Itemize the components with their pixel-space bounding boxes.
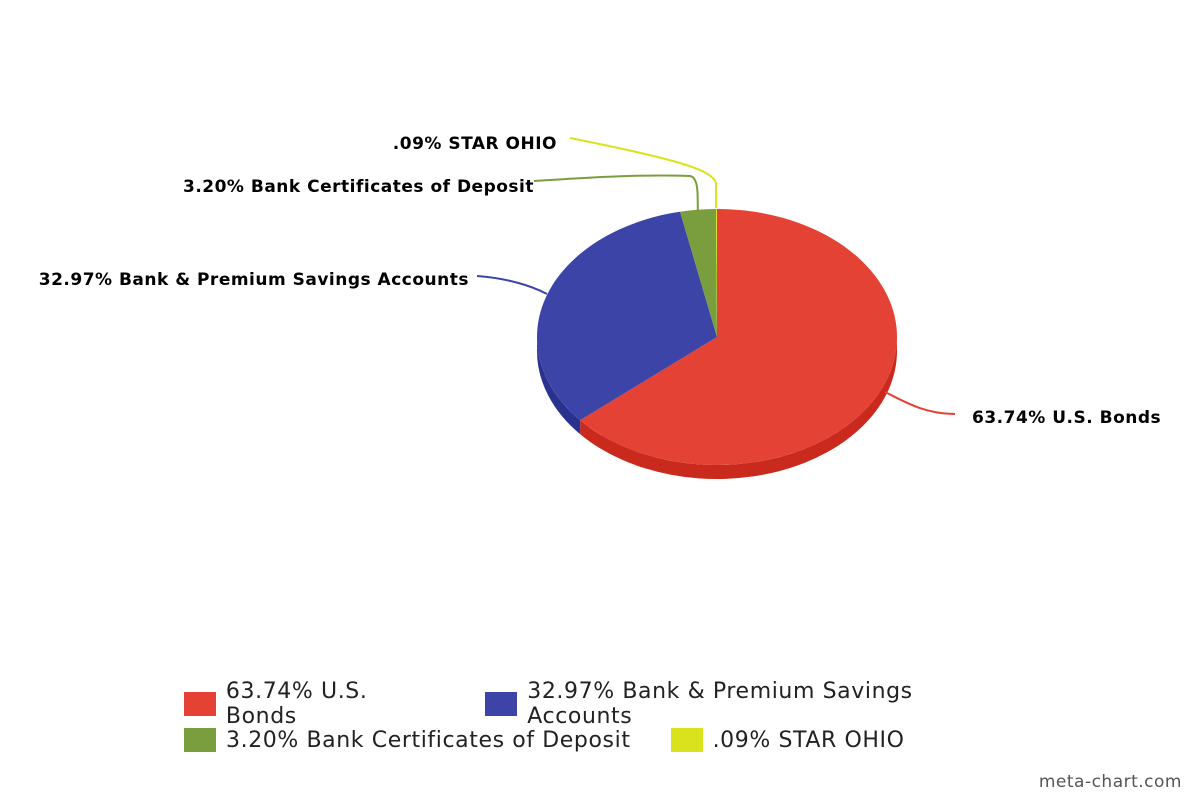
data-label-3: .09% STAR OHIO	[393, 134, 557, 154]
pie-slice-3	[715, 209, 717, 337]
data-label-0: 63.74% U.S. Bonds	[972, 408, 1161, 428]
data-label-1: 32.97% Bank & Premium Savings Accounts	[39, 270, 469, 290]
watermark: meta-chart.com	[1038, 772, 1182, 792]
legend-swatch	[184, 728, 216, 752]
legend-swatch	[184, 692, 216, 716]
legend-item-cds[interactable]: 3.20% Bank Certificates of Deposit	[184, 728, 631, 753]
pie-slice-0	[580, 209, 898, 466]
legend: 63.74% U.S. Bonds 32.97% Bank & Premium …	[184, 679, 1064, 758]
legend-swatch	[670, 728, 703, 752]
legend-label: 32.97% Bank & Premium Savings Accounts	[527, 679, 913, 729]
legend-swatch	[485, 692, 518, 716]
pie-chart: 63.74% U.S. Bonds 32.97% Bank & Premium S…	[39, 134, 1161, 480]
leader-line-3	[569, 137, 717, 208]
pie-sides	[537, 337, 897, 480]
leader-line-1	[476, 275, 548, 295]
legend-row: 3.20% Bank Certificates of Deposit .09% …	[184, 722, 1064, 758]
pie-side-1	[537, 337, 581, 435]
legend-label: 63.74% U.S. Bonds	[225, 679, 368, 729]
pie-side-0	[580, 337, 897, 480]
legend-row: 63.74% U.S. Bonds 32.97% Bank & Premium …	[184, 679, 1064, 729]
legend-item-savings[interactable]: 32.97% Bank & Premium Savings Accounts	[485, 679, 1024, 729]
leader-line-0	[884, 391, 956, 415]
legend-item-us-bonds[interactable]: 63.74% U.S. Bonds	[184, 679, 445, 729]
data-label-2: 3.20% Bank Certificates of Deposit	[183, 177, 534, 197]
legend-item-star-ohio[interactable]: .09% STAR OHIO	[670, 727, 905, 753]
pie-slice-1	[536, 211, 717, 421]
legend-label: 3.20% Bank Certificates of Deposit	[226, 727, 631, 753]
leader-line-2	[533, 174, 699, 213]
pie-slice-2	[680, 209, 717, 337]
legend-label: .09% STAR OHIO	[712, 727, 905, 753]
